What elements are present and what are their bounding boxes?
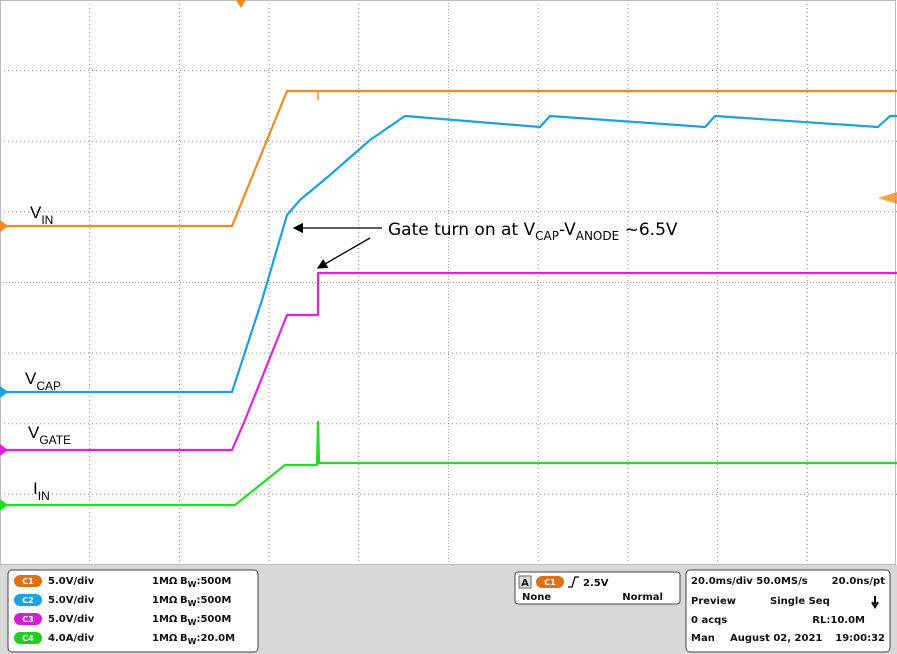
annotation-arrow [316,237,371,269]
annotation-text: ~6.5V [619,220,678,240]
trigger-level: 2.5V [583,578,609,589]
bw-sub: W [188,618,197,627]
trigger-position-marker [236,0,246,8]
label-sub: GATE [39,433,71,447]
record-length: RL:10.0M [812,615,865,626]
channel-badge-bg [14,594,42,606]
timebase-panel [685,569,891,653]
channel-impedance: 1MΩ [152,595,178,606]
channel-panel [7,569,259,653]
label-main: V [25,369,37,388]
bw-value: :500M [196,595,231,606]
channel-scale: 5.0V/div [48,614,95,625]
trace-vcap [0,114,897,394]
date: August 02, 2021 [730,633,822,644]
acq-sequence: Single Seq [770,596,830,607]
bw-value: :500M [196,576,231,587]
acq-mode: Man [691,633,715,644]
ch3-marker [0,444,8,456]
bw-sub: W [188,637,197,646]
single-seq-icon [871,596,879,609]
trace-iin [0,420,897,507]
channel-badge: C4 [22,634,34,643]
label-sub: IN [38,489,50,503]
time: 19:00:32 [835,633,885,644]
ch4-marker [0,499,8,511]
trace-vgate [0,271,897,452]
graticule [0,0,897,565]
trigger-letter-box [518,575,532,589]
trigger-coupling: None [522,592,551,603]
label-vgate: VGATE [28,423,71,447]
channel-bandwidth: BW:20.0M [180,633,235,646]
acq-count: 0 acqs [691,615,727,626]
acq-state: Preview [691,596,736,607]
annotation-text: - [559,220,565,240]
channel-impedance: 1MΩ [152,614,178,625]
channel-bandwidth: BW:500M [180,595,231,608]
label-vcap: VCAP [25,369,61,393]
trigger-badge: C1 [544,578,556,587]
bw-prefix: B [180,595,188,606]
label-iin: IIN [33,479,50,503]
ch2-marker [0,386,8,398]
channel-badge: C1 [22,577,34,586]
channel-badge-bg [14,632,42,644]
ch1-marker [0,220,8,232]
channel-badge-bg [14,613,42,625]
channel-badge: C3 [22,615,33,624]
channel-scale: 5.0V/div [48,576,95,587]
timebase-rate: 20.0ms/div 50.0MS/s [691,576,808,587]
channel-badge: C2 [22,596,33,605]
annotation: Gate turn on at VCAP-VANODE ~6.5V [388,220,678,243]
channel-badge-bg [14,575,42,587]
channel-impedance: 1MΩ [152,633,178,644]
trigger-slope-icon [568,576,579,588]
bw-value: :20.0M [196,633,235,644]
annotation-sub: ANODE [576,229,619,243]
trigger-letter: A [521,578,529,589]
label-main: I [33,479,38,498]
bw-value: :500M [196,614,231,625]
timebase-resolution: 20.0ns/pt [832,576,886,587]
bw-prefix: B [180,633,188,644]
annotation-text: Gate turn on at [388,220,524,240]
annotation-text: V [524,220,536,240]
label-sub: CAP [36,379,61,393]
label-sub: IN [41,213,53,227]
trigger-badge-bg [536,576,564,588]
trigger-level-marker [878,192,897,204]
label-vin: VIN [30,203,53,227]
channel-bandwidth: BW:500M [180,576,231,589]
bw-sub: W [188,580,197,589]
label-main: V [30,203,42,222]
annotation-sub: CAP [535,229,559,243]
channel-impedance: 1MΩ [152,576,178,587]
trigger-mode: Normal [622,592,663,603]
channel-bandwidth: BW:500M [180,614,231,627]
plot-border [0,0,896,565]
bw-prefix: B [180,614,188,625]
label-main: V [28,423,40,442]
bw-prefix: B [180,576,188,587]
trace-vin [0,89,897,228]
channel-scale: 4.0A/div [48,633,95,644]
bw-sub: W [188,599,197,608]
annotation-text: V [564,220,576,240]
channel-scale: 5.0V/div [48,595,95,606]
